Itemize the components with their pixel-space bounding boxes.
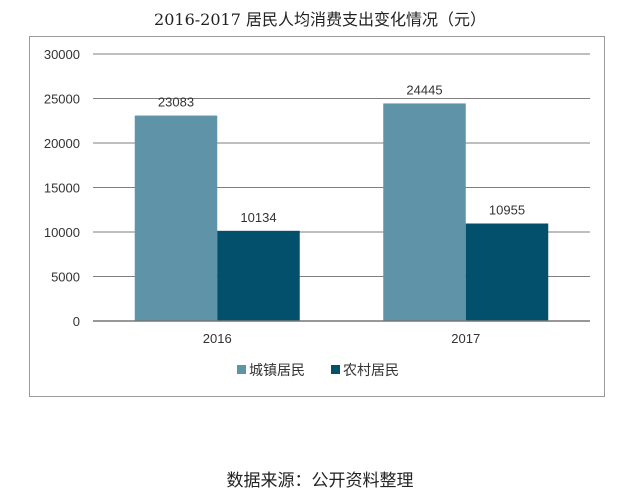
bar-2016-0 bbox=[134, 115, 218, 321]
legend-label: 城镇居民 bbox=[249, 363, 305, 379]
data-label: 24445 bbox=[406, 82, 442, 97]
bar-2017-1 bbox=[465, 223, 549, 321]
y-tick-label: 10000 bbox=[44, 225, 80, 240]
y-tick-label: 15000 bbox=[44, 181, 80, 196]
y-tick-label: 0 bbox=[73, 314, 80, 329]
y-tick-label: 30000 bbox=[44, 47, 80, 62]
data-label: 10955 bbox=[489, 203, 525, 218]
legend-label: 农村居民 bbox=[343, 363, 399, 379]
data-label: 23083 bbox=[158, 95, 194, 110]
bar-2016-1 bbox=[217, 230, 300, 321]
legend-swatch bbox=[331, 365, 340, 374]
y-tick-label: 5000 bbox=[51, 270, 80, 285]
chart-title: 2016-2017 居民人均消费支出变化情况（元） bbox=[154, 10, 486, 29]
data-label: 10134 bbox=[240, 210, 276, 225]
y-tick-label: 20000 bbox=[44, 136, 80, 151]
x-tick-label: 2017 bbox=[451, 331, 480, 346]
bar-2017-0 bbox=[383, 103, 466, 321]
chart-frame bbox=[29, 36, 605, 397]
y-tick-label: 25000 bbox=[44, 92, 80, 107]
x-tick-label: 2016 bbox=[203, 331, 232, 346]
legend-swatch bbox=[237, 365, 246, 374]
source-note: 数据来源：公开资料整理 bbox=[226, 471, 414, 491]
